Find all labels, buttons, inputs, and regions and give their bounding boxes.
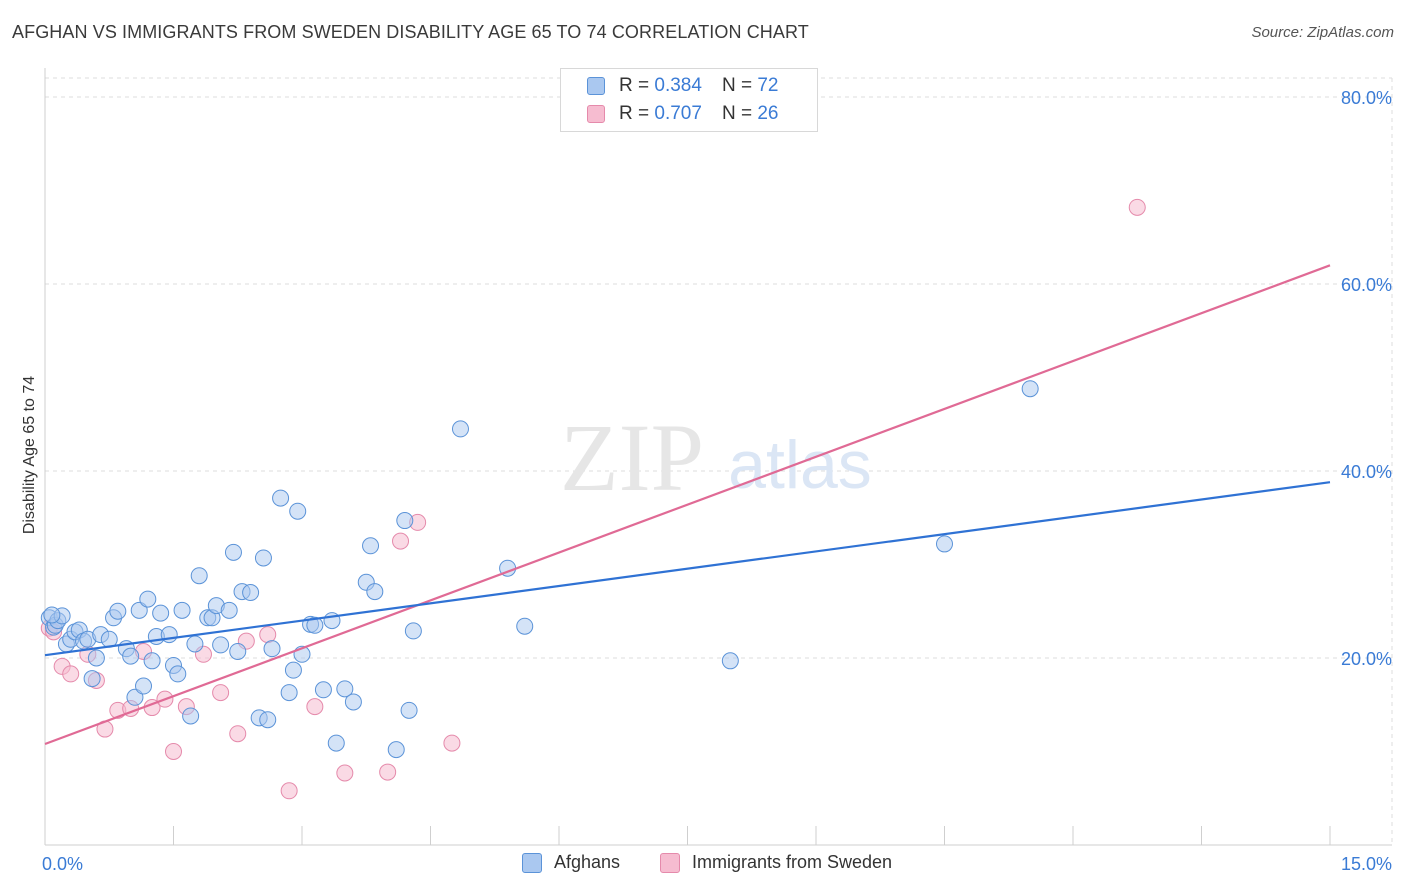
legend-swatch-pink	[587, 105, 605, 123]
data-point-afghans	[387, 741, 405, 759]
data-point-sweden	[336, 764, 354, 782]
series-legend: Afghans Immigrants from Sweden	[0, 852, 1406, 878]
data-point-afghans	[366, 583, 384, 601]
x-tick-label: 15.0%	[1341, 854, 1392, 874]
data-point-sweden	[1128, 198, 1146, 216]
data-point-afghans	[516, 617, 534, 635]
data-point-afghans	[229, 642, 247, 660]
trendlines	[44, 264, 1331, 746]
data-point-afghans	[306, 616, 324, 634]
data-point-afghans	[404, 622, 422, 640]
legend-item-sweden[interactable]: Immigrants from Sweden	[660, 852, 892, 873]
data-point-afghans	[362, 537, 380, 555]
data-point-afghans	[152, 604, 170, 622]
data-point-afghans	[936, 535, 953, 553]
data-point-afghans	[126, 688, 144, 706]
data-point-afghans	[135, 677, 153, 695]
data-point-afghans	[259, 711, 277, 729]
legend-r-value: 0.384	[654, 75, 702, 96]
stats-legend: R = 0.384 N = 72 R = 0.707 N = 26	[560, 68, 818, 132]
trendline-afghans	[44, 481, 1331, 657]
legend-row-afghans: R = 0.384 N = 72	[587, 73, 778, 99]
data-point-afghans	[186, 635, 204, 653]
data-point-afghans	[143, 652, 161, 670]
data-point-afghans	[289, 502, 307, 520]
data-point-sweden	[392, 532, 410, 550]
data-point-sweden	[212, 684, 230, 702]
data-point-afghans	[242, 584, 260, 602]
data-point-afghans	[327, 734, 345, 752]
watermark: ZIP atlas	[560, 404, 872, 511]
data-point-afghans	[344, 693, 362, 711]
data-point-afghans	[190, 567, 208, 585]
data-point-afghans	[254, 549, 272, 567]
chart-title: AFGHAN VS IMMIGRANTS FROM SWEDEN DISABIL…	[12, 22, 809, 42]
data-point-afghans	[396, 512, 414, 530]
legend-n-label: N =	[721, 75, 753, 96]
data-point-afghans	[451, 420, 469, 438]
data-point-afghans	[169, 665, 187, 683]
watermark-atlas: atlas	[728, 427, 872, 503]
legend-swatch-afghans	[522, 852, 542, 873]
x-tick-label: 0.0%	[42, 854, 83, 874]
data-point-afghans	[263, 640, 281, 658]
data-point-afghans	[87, 649, 105, 667]
legend-r-label: R =	[619, 103, 650, 124]
legend-n-label: N =	[721, 103, 753, 124]
series-afghans	[40, 380, 1039, 759]
data-point-afghans	[182, 707, 200, 725]
data-point-sweden	[379, 763, 397, 781]
data-point-sweden	[306, 698, 324, 716]
source-label: Source: ZipAtlas.com	[1251, 24, 1394, 41]
y-tick-label: 20.0%	[1341, 649, 1392, 669]
data-point-afghans	[220, 601, 238, 619]
data-point-sweden	[165, 743, 182, 760]
trendline-sweden	[44, 264, 1331, 746]
data-point-afghans	[336, 680, 354, 698]
data-point-afghans	[400, 701, 418, 719]
legend-swatch-sweden	[660, 852, 680, 873]
data-point-afghans	[130, 601, 148, 619]
data-point-afghans	[173, 601, 191, 619]
legend-r-value: 0.707	[654, 103, 702, 124]
data-point-afghans	[272, 489, 290, 507]
legend-row-sweden: R = 0.707 N = 26	[587, 101, 778, 127]
data-point-sweden	[443, 734, 461, 752]
legend-r-label: R =	[619, 75, 650, 96]
y-tick-label: 80.0%	[1341, 88, 1392, 108]
data-point-sweden	[62, 665, 80, 683]
data-point-afghans	[109, 602, 127, 620]
data-point-afghans	[224, 543, 242, 561]
grid-lines	[45, 77, 1393, 845]
data-point-afghans	[43, 606, 61, 624]
data-point-afghans	[83, 670, 101, 688]
legend-n-value: 26	[757, 103, 779, 124]
data-point-afghans	[314, 681, 332, 699]
axes	[44, 68, 1392, 846]
legend-label-afghans: Afghans	[554, 852, 621, 872]
data-point-afghans	[721, 652, 739, 670]
data-point-sweden	[259, 626, 277, 644]
data-point-afghans	[1021, 380, 1039, 398]
legend-n-value: 72	[757, 75, 779, 96]
data-point-afghans	[122, 647, 140, 665]
data-point-afghans	[212, 636, 230, 654]
legend-swatch-blue	[587, 77, 605, 95]
data-point-sweden	[229, 725, 247, 743]
data-point-afghans	[280, 684, 298, 702]
y-tick-label: 40.0%	[1341, 462, 1392, 482]
data-point-afghans	[139, 590, 157, 608]
legend-label-sweden: Immigrants from Sweden	[692, 852, 893, 872]
data-point-sweden	[280, 782, 298, 800]
watermark-zip: ZIP	[560, 404, 704, 511]
data-point-afghans	[284, 661, 302, 679]
y-tick-label: 60.0%	[1341, 275, 1392, 295]
tick-labels: 20.0% 40.0% 60.0% 80.0% 0.0% 15.0%	[42, 88, 1392, 874]
legend-item-afghans[interactable]: Afghans	[522, 852, 620, 873]
